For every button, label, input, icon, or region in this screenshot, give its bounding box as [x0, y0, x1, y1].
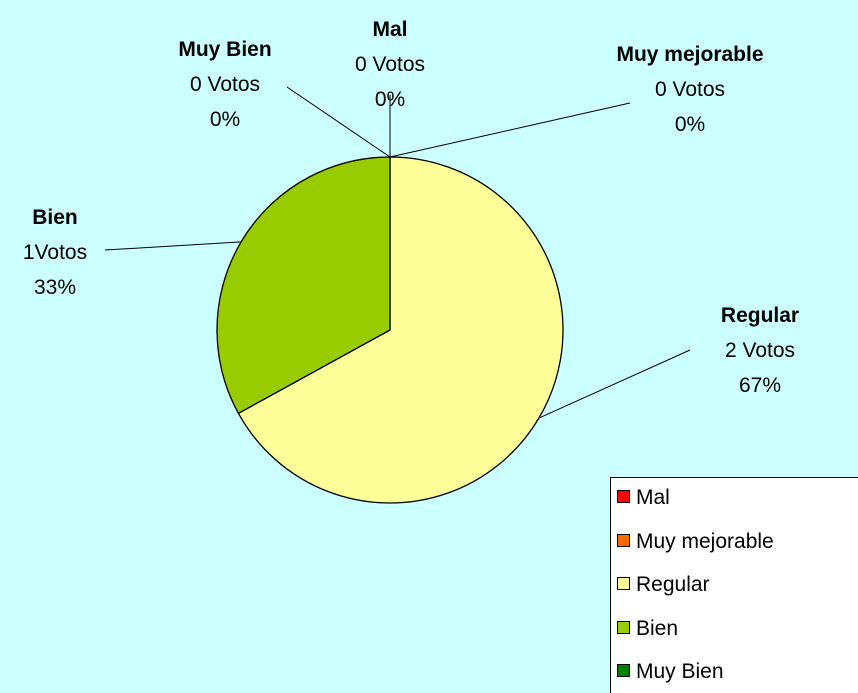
label-percent: 0%	[209, 108, 241, 131]
legend-item: Muy mejorable	[617, 530, 774, 554]
legend-label: Bien	[636, 616, 679, 640]
label-votes: 0 Votos	[354, 53, 426, 76]
legend: Mal Muy mejorable Regular Bien Muy Bien	[610, 477, 858, 693]
label-name: Regular	[720, 304, 800, 327]
legend-label: Muy Bien	[636, 660, 724, 683]
leader-line	[286, 86, 391, 158]
legend-swatch	[617, 577, 630, 590]
leader-line	[389, 102, 631, 158]
legend-label: Regular	[636, 573, 710, 596]
data-label: Bien 1Votos 33%	[0, 200, 110, 305]
pie-slice	[237, 156, 564, 504]
label-percent: 33%	[33, 276, 77, 299]
leader-line	[104, 241, 242, 251]
legend-item: Muy Bien	[617, 660, 724, 684]
legend-label: Mal	[636, 486, 670, 509]
label-percent: 67%	[738, 374, 782, 397]
legend-item: Bien	[617, 617, 678, 641]
label-votes: 1Votos	[22, 241, 88, 264]
legend-swatch	[617, 490, 630, 503]
pie-slice	[216, 156, 391, 415]
label-votes: 0 Votos	[654, 78, 726, 101]
label-votes: 0 Votos	[189, 73, 261, 96]
data-label: Muy mejorable 0 Votos 0%	[610, 37, 770, 142]
data-label: Mal 0 Votos 0%	[330, 12, 450, 117]
data-label: Muy Bien 0 Votos 0%	[140, 32, 310, 137]
label-name: Bien	[32, 206, 78, 229]
label-percent: 0%	[674, 113, 706, 136]
legend-swatch	[617, 533, 630, 547]
label-name: Muy mejorable	[616, 43, 764, 66]
label-name: Mal	[372, 18, 408, 41]
label-votes: 2 Votos	[724, 339, 796, 362]
legend-item: Mal	[617, 486, 670, 510]
legend-swatch	[617, 664, 630, 677]
leader-line	[538, 349, 691, 419]
legend-item: Regular	[617, 573, 710, 597]
legend-label: Muy mejorable	[636, 529, 774, 553]
label-name: Muy Bien	[178, 38, 272, 61]
data-label: Regular 2 Votos 67%	[680, 298, 840, 403]
legend-swatch	[617, 620, 630, 634]
label-percent: 0%	[374, 88, 406, 111]
